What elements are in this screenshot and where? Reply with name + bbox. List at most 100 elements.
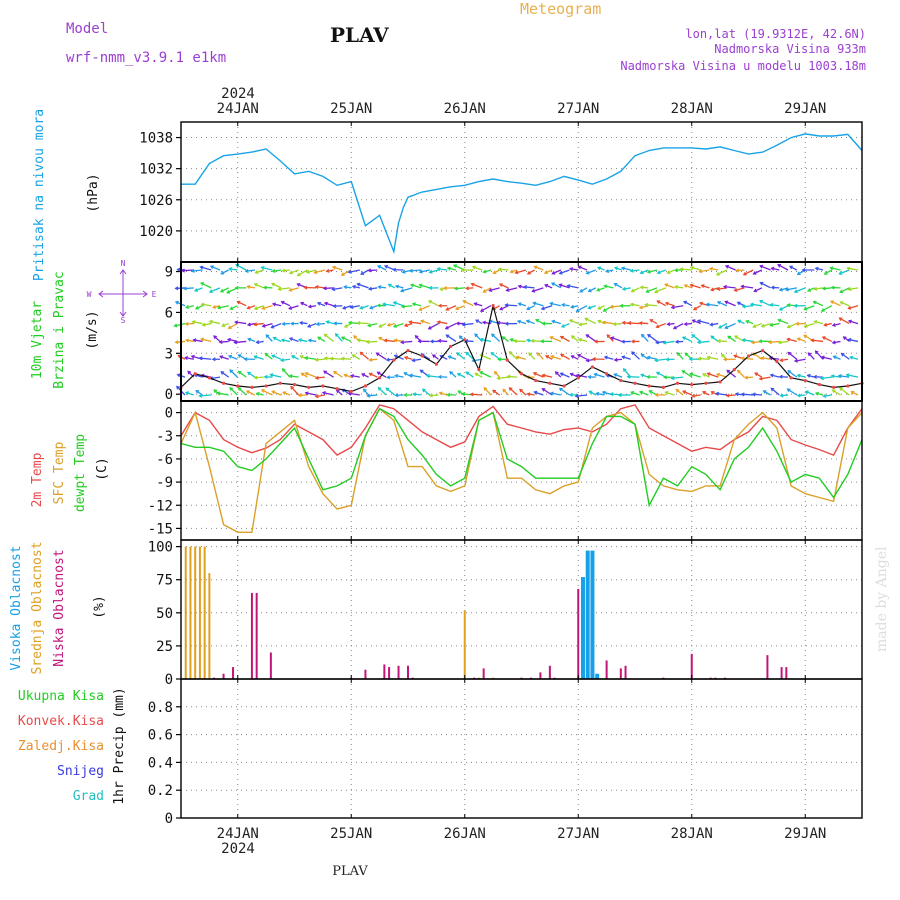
- wind-arrow-head: [769, 302, 774, 307]
- pressure-unit: (hPa): [86, 173, 101, 212]
- wind-arrow: [238, 370, 247, 378]
- wind-arrow-head: [244, 268, 249, 273]
- wind-speed-point: [392, 358, 396, 362]
- wind-arrow: [759, 265, 771, 271]
- wind-arrow: [515, 269, 527, 274]
- wind-arrow-head: [490, 333, 495, 338]
- wind-arrow: [261, 305, 273, 310]
- wind-arrow-head: [814, 391, 819, 396]
- wind-arrow: [412, 303, 422, 307]
- wind-arrow-head: [829, 300, 834, 305]
- wind-arrow: [602, 321, 614, 325]
- wind-arrow-head: [821, 286, 826, 291]
- wind-arrow-head: [646, 374, 651, 379]
- wind-arrow-head: [613, 357, 618, 362]
- wind-arrow: [665, 302, 675, 307]
- wind-arrow-head: [655, 340, 660, 345]
- wind-arrow: [195, 305, 203, 310]
- cloud-unit: (%): [92, 595, 107, 618]
- wind-arrow: [483, 269, 492, 273]
- wind-speed-point: [548, 381, 552, 385]
- wind-arrow: [507, 375, 518, 378]
- wind-arrow: [271, 282, 282, 289]
- wind-arrow-head: [455, 321, 460, 326]
- wind-arrow: [359, 351, 369, 360]
- wind-arrow: [323, 333, 334, 342]
- wind-arrow-head: [596, 287, 601, 292]
- wind-arrow: [288, 305, 299, 310]
- wind-arrow-head: [253, 355, 258, 359]
- wind-arrow: [577, 354, 588, 360]
- wind-arrow: [412, 358, 422, 362]
- wind-arrow-head: [847, 337, 852, 342]
- wind-arrow: [848, 287, 859, 291]
- wind-arrow: [848, 320, 859, 325]
- wind-arrow: [377, 265, 387, 271]
- wind-arrow-head: [445, 334, 450, 339]
- wind-arrow-head: [588, 390, 593, 395]
- wind-arrow: [300, 322, 308, 325]
- wind-arrow-head: [758, 339, 763, 344]
- cloud-bar: [590, 550, 595, 679]
- wind-arrow: [821, 356, 832, 360]
- wind-arrow-head: [427, 325, 432, 330]
- wind-arrow-head: [260, 265, 265, 270]
- wind-arrow: [697, 320, 710, 325]
- wind-arrow-head: [234, 320, 239, 325]
- wind-arrow-head: [465, 286, 470, 291]
- pressure-label: Pritisak na nivou mora: [32, 109, 47, 281]
- wind-arrow-head: [269, 373, 274, 378]
- wind-arrow-head: [691, 393, 696, 398]
- wind-arrow-head: [574, 394, 579, 399]
- pressure-panel: 1020 1026 1032 1038: [139, 121, 863, 263]
- wind-arrow-head: [749, 302, 754, 307]
- wind-speed-point: [576, 376, 580, 380]
- wind-arrow: [191, 269, 203, 272]
- wind-arrow-head: [226, 337, 231, 342]
- wind-arrow-head: [216, 391, 221, 396]
- wind-arrow: [456, 352, 466, 360]
- wind-arrow-head: [544, 283, 549, 288]
- wind-arrow: [551, 282, 562, 289]
- wind-arrow: [409, 321, 422, 325]
- wind-arrow: [726, 394, 736, 397]
- wind-arrow-head: [778, 374, 783, 379]
- wind-arrow: [420, 320, 430, 325]
- wind-arrow: [237, 387, 247, 396]
- wind-arrow: [281, 301, 291, 307]
- wind-arrow-head: [654, 358, 659, 363]
- wind-arrow: [814, 287, 824, 290]
- wind-arrow-head: [684, 352, 689, 357]
- wind-arrow: [805, 390, 815, 396]
- wind-arrow: [273, 336, 282, 343]
- wind-arrow-head: [663, 375, 668, 380]
- wind-arrow-head: [333, 321, 338, 326]
- wind-arrow-head: [638, 305, 643, 310]
- wind-arrow-head: [715, 372, 720, 377]
- wind-arrow-head: [383, 264, 388, 269]
- wind-arrow-head: [280, 338, 285, 343]
- wind-speed-point: [321, 384, 325, 388]
- wind-arrow-head: [822, 393, 827, 398]
- wind-arrow: [822, 287, 832, 290]
- wind-speed-point: [647, 384, 651, 388]
- wind-arrow: [843, 336, 850, 342]
- wind-arrow-head: [561, 302, 566, 307]
- wind-arrow: [709, 267, 719, 271]
- wind-arrow-head: [174, 340, 179, 345]
- wind-arrow-head: [428, 285, 433, 290]
- wind-arrow: [308, 305, 317, 308]
- wind-arrow: [787, 370, 798, 378]
- wind-arrow: [588, 390, 597, 396]
- wind-arrow-head: [676, 352, 681, 356]
- wind-arrow: [306, 269, 317, 274]
- wind-arrow: [271, 390, 282, 396]
- wind-arrow-head: [786, 303, 791, 308]
- top-day-label: 29JAN: [784, 101, 826, 117]
- wind-arrow: [811, 339, 824, 343]
- wind-arrow-head: [383, 338, 388, 343]
- wind-arrow-head: [418, 269, 423, 274]
- wind-arrow-head: [237, 354, 242, 358]
- wind-arrow: [737, 369, 745, 378]
- compass-rose-icon: [98, 269, 148, 317]
